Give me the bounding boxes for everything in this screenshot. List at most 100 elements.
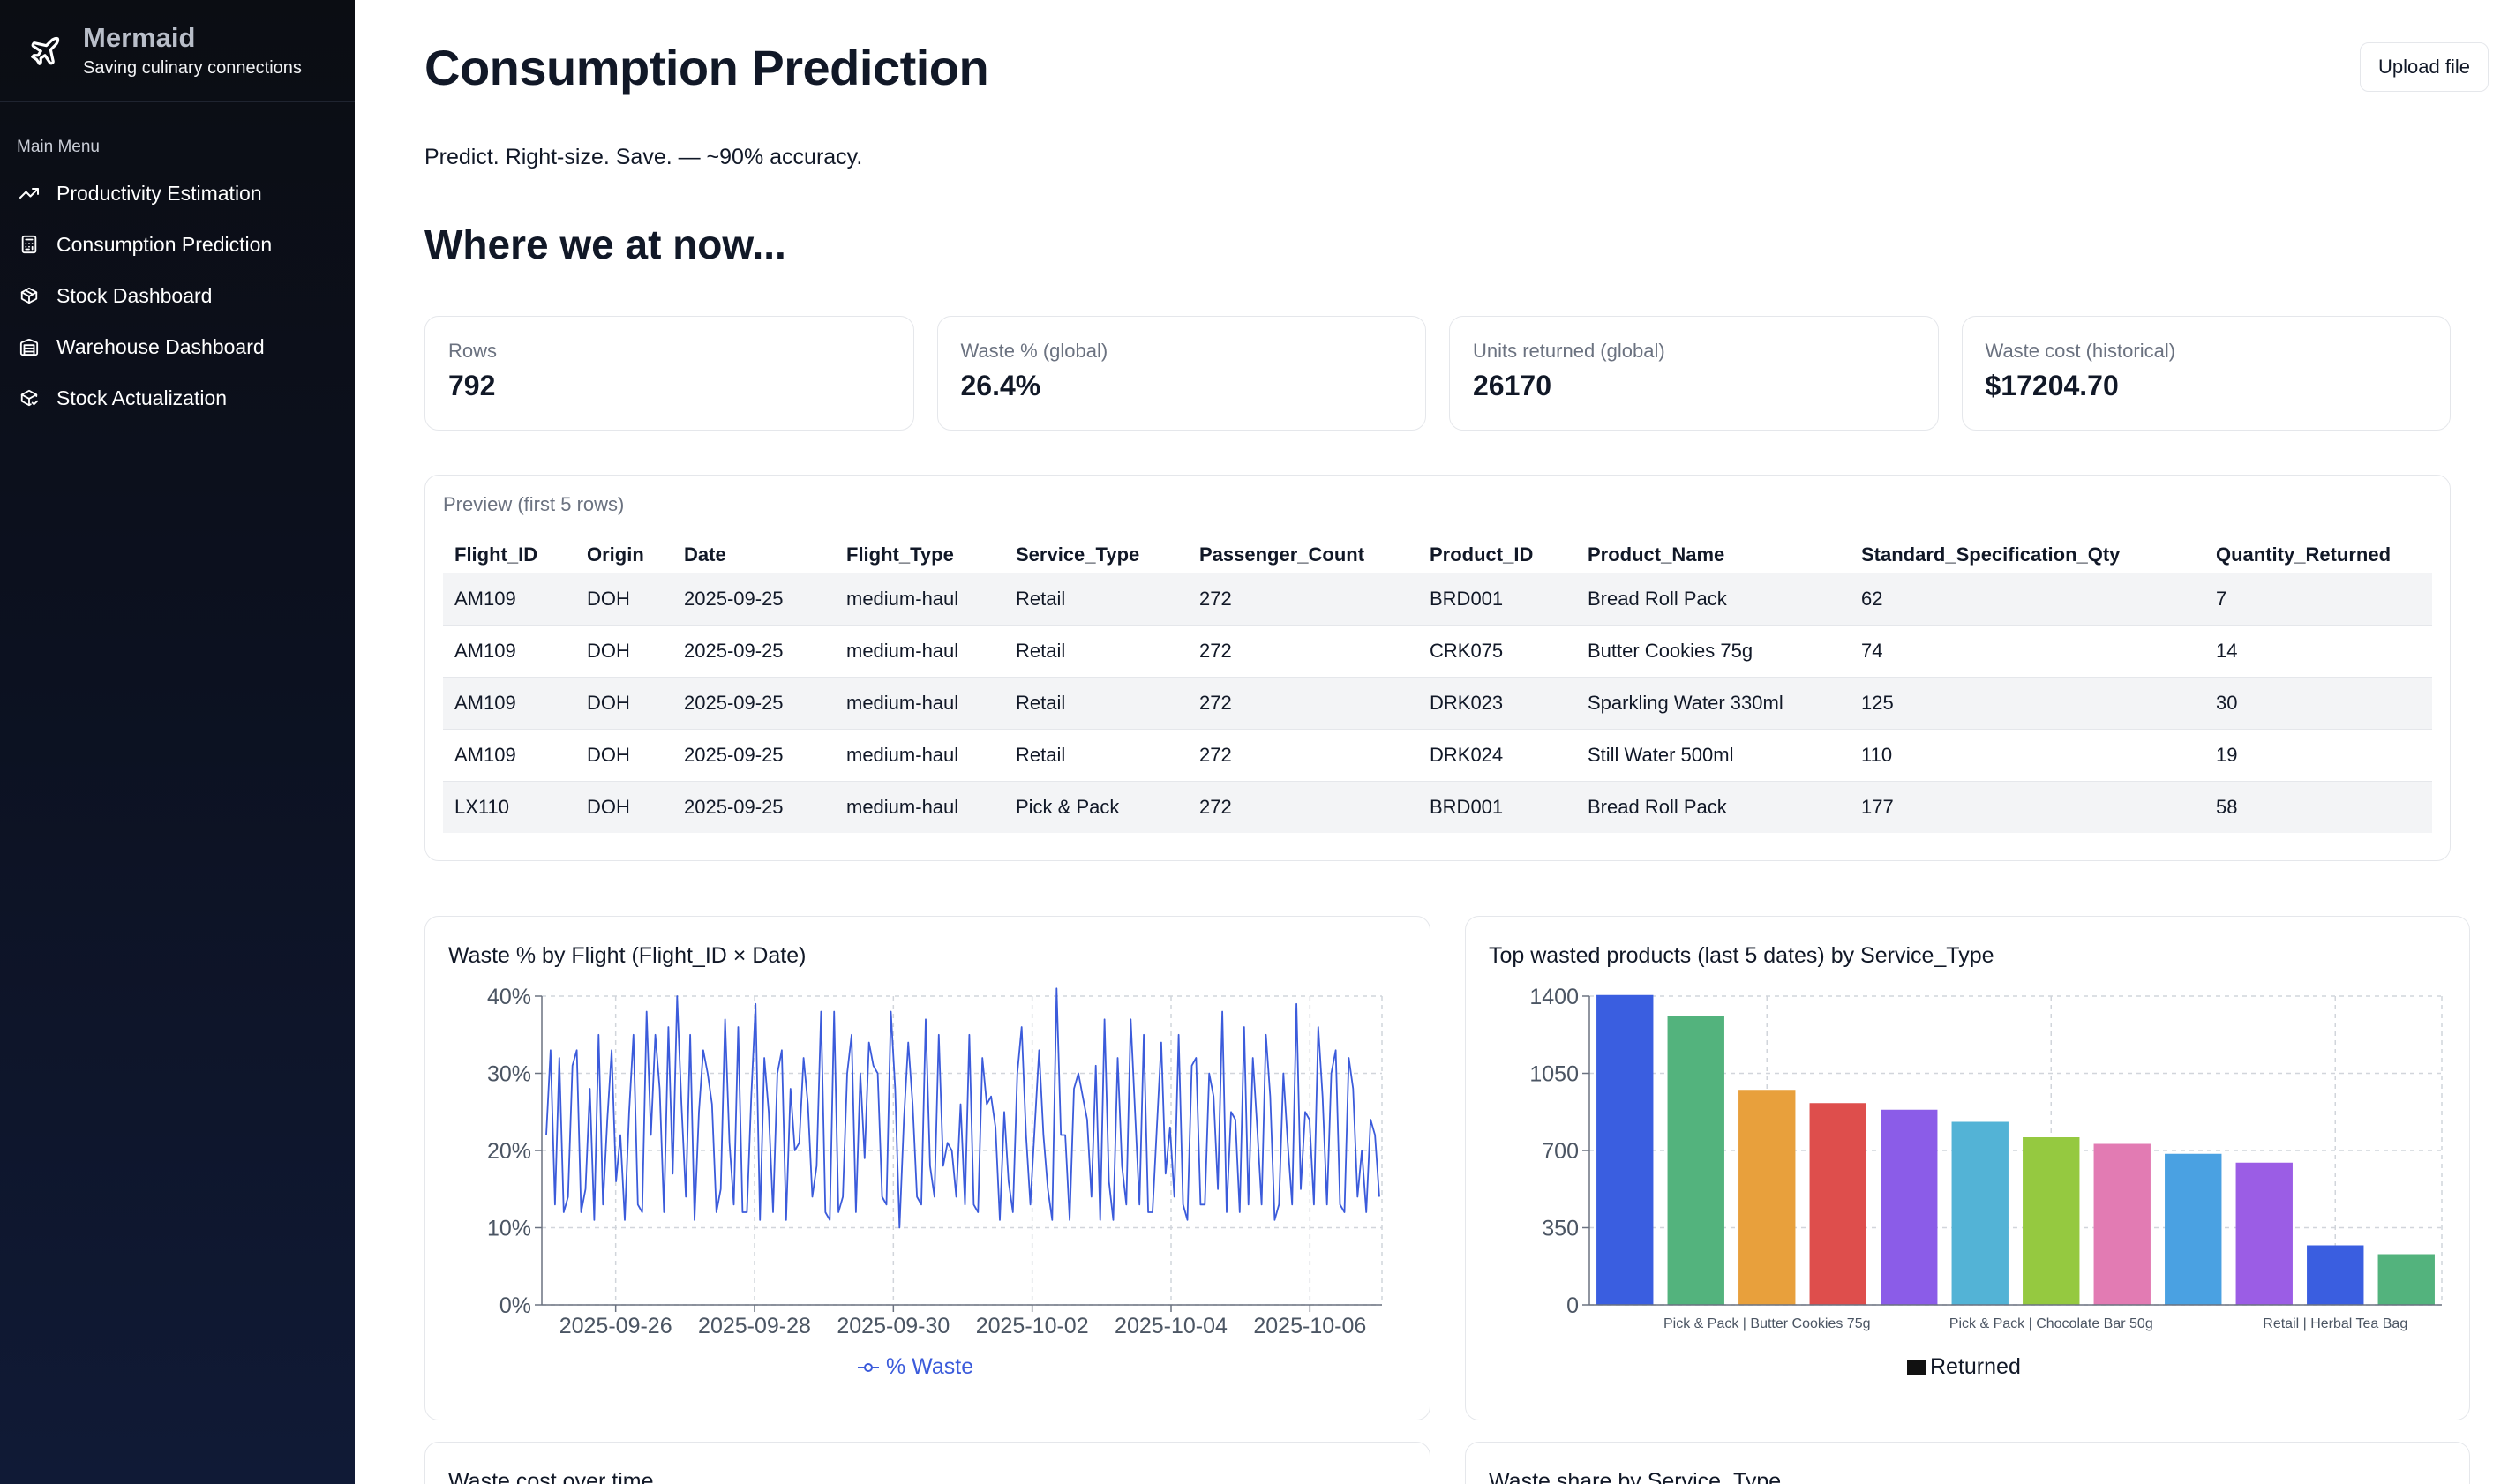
chart-title: Waste share by Service_Type bbox=[1489, 1469, 1782, 1484]
column-header: Service_Type bbox=[1016, 543, 1140, 566]
column-header: Flight_Type bbox=[846, 543, 954, 566]
waste-cost-over-time-card: Waste cost over time bbox=[424, 1442, 1430, 1484]
kpi-card-waste-cost: Waste cost (historical) $17204.70 bbox=[1961, 316, 2451, 431]
page-title: Consumption Prediction bbox=[424, 40, 989, 95]
table-cell: 62 bbox=[1850, 572, 2204, 625]
table-cell: Sparkling Water 330ml bbox=[1576, 676, 1850, 729]
bar bbox=[1667, 1016, 1724, 1305]
table-cell: LX110 bbox=[443, 780, 575, 833]
y-tick-label: 40% bbox=[487, 985, 531, 1009]
chart-legend[interactable]: Returned bbox=[1907, 1354, 2021, 1380]
table-row: AM109 DOH 2025-09-25 medium-haul Retail 272 DR… bbox=[443, 728, 2432, 781]
bar bbox=[1951, 1121, 2009, 1305]
x-tick-label: 2025-09-28 bbox=[698, 1314, 811, 1338]
table-cell: medium-haul bbox=[835, 728, 1004, 781]
upload-file-button[interactable]: Upload file bbox=[2360, 42, 2489, 92]
kpi-label: Waste cost (historical) bbox=[1985, 340, 2176, 362]
brand-title: Mermaid bbox=[83, 21, 196, 53]
x-tick-label: Pick & Pack | Butter Cookies 75g bbox=[1663, 1316, 1870, 1331]
column-header: Passenger_Count bbox=[1199, 543, 1365, 566]
sidebar-item-label: Stock Dashboard bbox=[56, 283, 213, 307]
column-header: Standard_Specification_Qty bbox=[1861, 543, 2121, 566]
table-header-row: Flight_ID Origin Date Flight_Type Servic… bbox=[443, 537, 2432, 573]
bar bbox=[1596, 994, 1654, 1305]
table-cell: medium-haul bbox=[835, 572, 1004, 625]
calculator-icon bbox=[18, 233, 41, 256]
table-cell: BRD001 bbox=[1418, 780, 1576, 833]
sidebar-item-productivity-estimation[interactable]: Productivity Estimation bbox=[0, 168, 355, 219]
chart-title: Waste % by Flight (Flight_ID × Date) bbox=[448, 943, 807, 968]
column-header: Date bbox=[684, 543, 726, 566]
chart-title: Top wasted products (last 5 dates) by Se… bbox=[1489, 943, 1994, 968]
package-icon bbox=[18, 284, 41, 307]
table-cell: 272 bbox=[1188, 624, 1418, 677]
table-cell: 125 bbox=[1850, 676, 2204, 729]
waste-line-chart: 0% 10% 20% 30% 40% 2025-09-26 2025-09-28 2025-0… bbox=[487, 985, 1383, 1338]
table-cell: Bread Roll Pack bbox=[1576, 780, 1850, 833]
sidebar-item-warehouse-dashboard[interactable]: Warehouse Dashboard bbox=[0, 321, 355, 372]
x-tick-label: 2025-09-30 bbox=[837, 1314, 950, 1338]
top-wasted-bar-chart: 0 350 700 1050 1400 Pick & Pack | Butter Cook… bbox=[1529, 985, 2443, 1331]
bar bbox=[1738, 1090, 1796, 1305]
sidebar-item-stock-dashboard[interactable]: Stock Dashboard bbox=[0, 270, 355, 321]
table-cell: Retail bbox=[1004, 728, 1188, 781]
table-cell: 110 bbox=[1850, 728, 2204, 781]
table-cell: 272 bbox=[1188, 572, 1418, 625]
y-tick-label: 700 bbox=[1542, 1139, 1579, 1164]
legend-label: Returned bbox=[1930, 1354, 2021, 1379]
bar bbox=[2093, 1143, 2151, 1305]
table-cell: Retail bbox=[1004, 572, 1188, 625]
table-cell: DRK024 bbox=[1418, 728, 1576, 781]
kpi-row: Rows 792 Waste % (global) 26.4% Units re… bbox=[424, 316, 2451, 431]
top-wasted-products-card: Top wasted products (last 5 dates) by Se… bbox=[1465, 916, 2470, 1420]
bar bbox=[2377, 1254, 2435, 1305]
sidebar-item-stock-actualization[interactable]: Stock Actualization bbox=[0, 372, 355, 423]
table-cell: 272 bbox=[1188, 780, 1418, 833]
bar bbox=[2307, 1245, 2364, 1305]
y-tick-label: 350 bbox=[1542, 1217, 1579, 1241]
tagline: Predict. Right-size. Save. — ~90% accura… bbox=[424, 145, 863, 169]
table-cell: Retail bbox=[1004, 676, 1188, 729]
table-cell: medium-haul bbox=[835, 676, 1004, 729]
table-cell: CRK075 bbox=[1418, 624, 1576, 677]
sidebar-item-label: Consumption Prediction bbox=[56, 232, 273, 256]
section-title: Where we at now... bbox=[424, 221, 786, 267]
y-tick-label: 10% bbox=[487, 1217, 531, 1241]
kpi-value: 26.4% bbox=[960, 370, 1041, 401]
warehouse-icon bbox=[18, 335, 41, 358]
bar bbox=[2165, 1153, 2222, 1305]
table-cell: Bread Roll Pack bbox=[1576, 572, 1850, 625]
table-cell: 7 bbox=[2204, 572, 2432, 625]
waste-by-flight-card: Waste % by Flight (Flight_ID × Date) 0% 1… bbox=[424, 916, 1430, 1420]
table-row: LX110 DOH 2025-09-25 medium-haul Pick & Pack… bbox=[443, 780, 2432, 833]
table-cell: AM109 bbox=[443, 624, 575, 677]
table-cell: medium-haul bbox=[835, 780, 1004, 833]
sidebar-item-consumption-prediction[interactable]: Consumption Prediction bbox=[0, 219, 355, 270]
chart-legend[interactable]: % Waste bbox=[858, 1354, 973, 1380]
table-cell: 177 bbox=[1850, 780, 2204, 833]
table-cell: 74 bbox=[1850, 624, 2204, 677]
table-row: AM109 DOH 2025-09-25 medium-haul Retail 272 BR… bbox=[443, 572, 2432, 625]
airplane-icon bbox=[26, 33, 64, 70]
y-tick-label: 30% bbox=[487, 1062, 531, 1087]
brand[interactable]: Mermaid Saving culinary connections bbox=[0, 0, 355, 102]
kpi-value: $17204.70 bbox=[1985, 370, 2119, 401]
table-cell: Still Water 500ml bbox=[1576, 728, 1850, 781]
x-tick-label: 2025-10-04 bbox=[1115, 1314, 1228, 1338]
trending-up-icon bbox=[18, 182, 41, 205]
bar bbox=[1809, 1103, 1866, 1305]
table-cell: DOH bbox=[575, 676, 672, 729]
preview-label: Preview (first 5 rows) bbox=[443, 493, 625, 515]
column-header: Product_Name bbox=[1588, 543, 1725, 566]
chart-title: Waste cost over time bbox=[448, 1469, 654, 1484]
table-row: AM109 DOH 2025-09-25 medium-haul Retail 272 DR… bbox=[443, 676, 2432, 729]
kpi-value: 792 bbox=[448, 370, 496, 401]
sidebar: Mermaid Saving culinary connections Main… bbox=[0, 0, 355, 1484]
table-cell: DOH bbox=[575, 780, 672, 833]
x-tick-label: 2025-10-06 bbox=[1253, 1314, 1366, 1338]
table-cell: medium-haul bbox=[835, 624, 1004, 677]
column-header: Flight_ID bbox=[454, 543, 538, 566]
x-tick-label: 2025-10-02 bbox=[976, 1314, 1089, 1338]
table-cell: AM109 bbox=[443, 728, 575, 781]
table-cell: 2025-09-25 bbox=[672, 676, 835, 729]
